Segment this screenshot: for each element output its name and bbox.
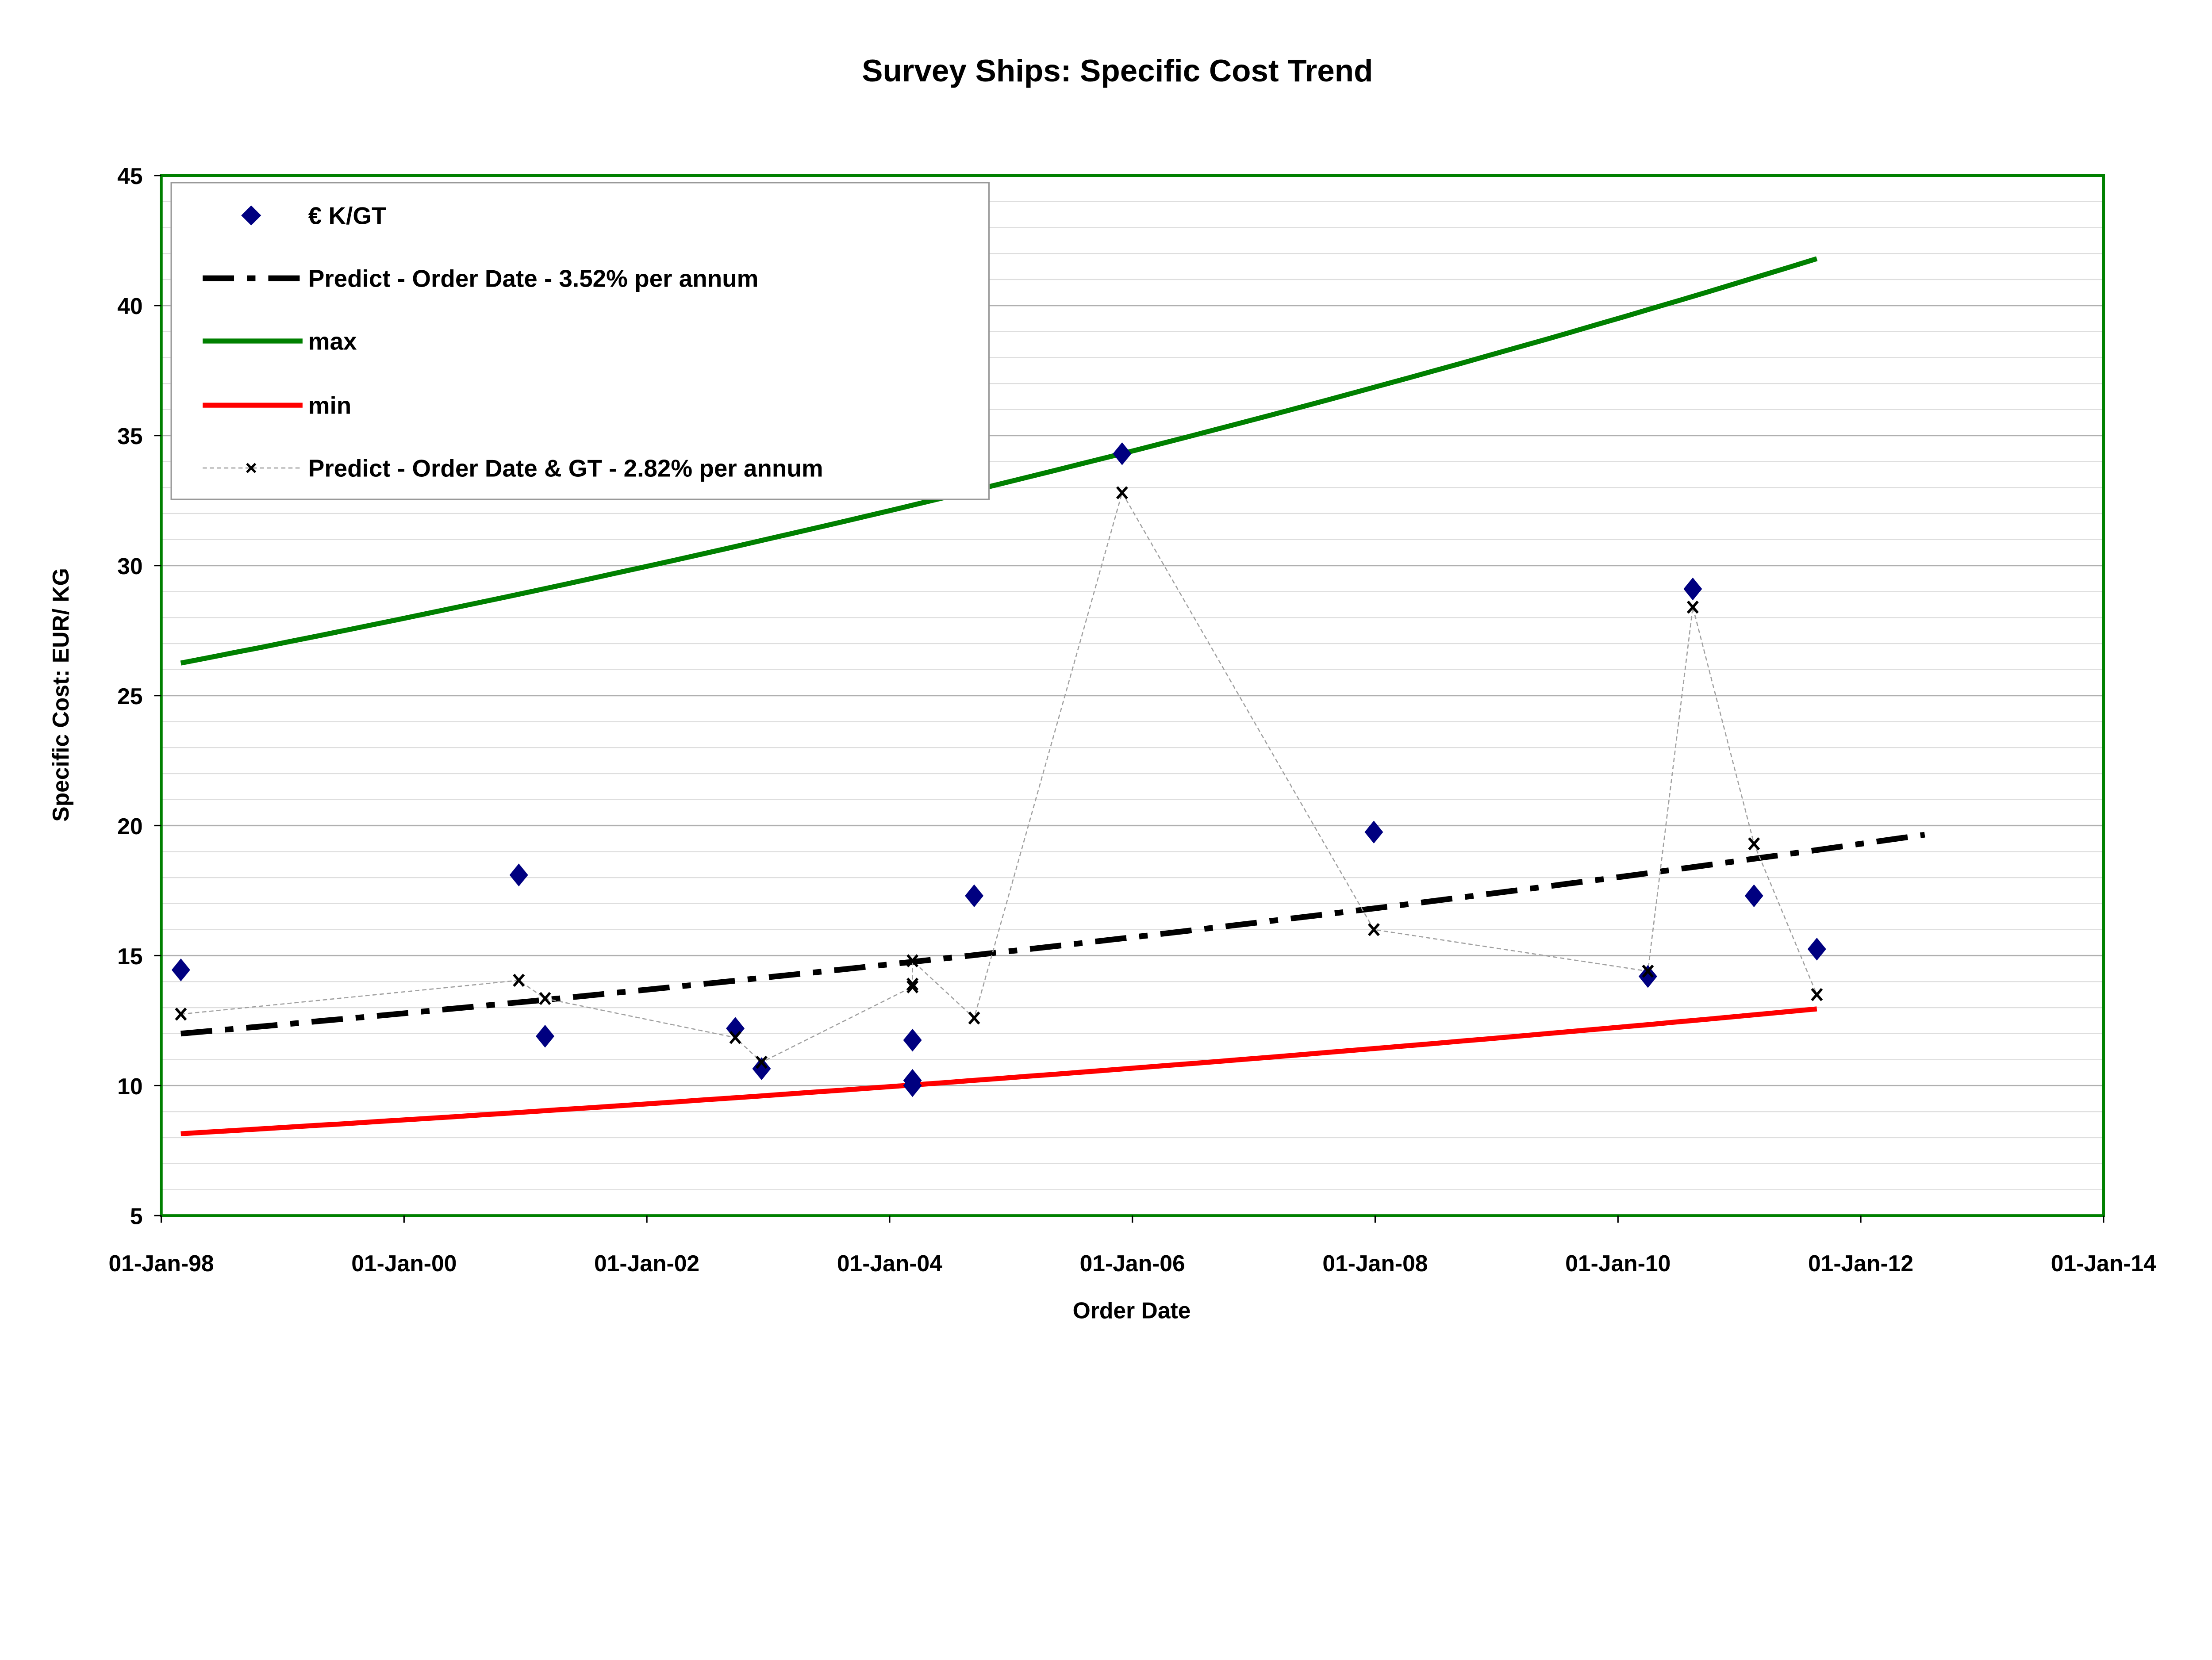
predict-gt-x-marker <box>175 1007 187 1021</box>
x-marker-stroke <box>175 1007 187 1021</box>
gridlines <box>161 201 2104 1190</box>
predict-gt-x-marker <box>968 1011 980 1025</box>
data-point-diamond <box>1683 577 1702 601</box>
data-point-diamond <box>1364 820 1383 844</box>
data-point-diamond <box>171 958 190 981</box>
predict-gt-x-marker <box>906 954 919 968</box>
x-marker-stroke <box>906 980 919 993</box>
y-tick-label: 25 <box>117 683 142 709</box>
x-marker-stroke <box>1686 600 1699 614</box>
legend: € K/GT Predict - Order Date - 3.52% per … <box>170 182 990 500</box>
x-marker-stroke <box>1748 837 1760 851</box>
predict-gt-x-marker <box>1642 964 1654 978</box>
x-marker-stroke <box>1367 923 1380 936</box>
y-tick-label: 5 <box>130 1204 143 1229</box>
legend-label-predict-order-date: Predict - Order Date - 3.52% per annum <box>308 265 759 292</box>
x-tick-label: 01-Jan-08 <box>1322 1250 1428 1276</box>
legend-label-min: min <box>308 391 351 419</box>
x-tick-label: 01-Jan-00 <box>351 1250 457 1276</box>
x-marker-stroke <box>1642 964 1654 978</box>
x-marker-stroke <box>1116 486 1128 499</box>
predict-gt-x-marker <box>1811 988 1823 1001</box>
predict-order-date-gt-line <box>180 491 1817 1063</box>
y-axis-label: Specific Cost: EUR/ KG <box>48 568 73 822</box>
x-marker-stroke <box>906 954 919 968</box>
predict-gt-x-marker <box>1367 923 1380 936</box>
predict-gt-x-marker <box>729 1031 741 1044</box>
x-marker-stroke <box>729 1031 741 1044</box>
legend-label-predict-order-date-gt: Predict - Order Date & GT - 2.82% per an… <box>308 454 823 482</box>
y-tick-label: 10 <box>117 1073 142 1099</box>
predict-gt-x-marker <box>1116 486 1128 499</box>
x-tick-label: 01-Jan-06 <box>1080 1250 1185 1276</box>
predict-gt-x-marker <box>513 974 525 987</box>
legend-label-kgt: € K/GT <box>308 202 387 229</box>
predict-gt-x-marker <box>906 980 919 993</box>
legend-label-max: max <box>308 327 357 355</box>
x-tick-label: 01-Jan-98 <box>108 1250 214 1276</box>
y-tick-label: 20 <box>117 813 142 839</box>
x-marker-stroke <box>906 978 919 991</box>
x-marker-stroke <box>1811 988 1823 1001</box>
chart: Survey Ships: Specific Cost Trend 5 10 15 2… <box>47 53 2157 1323</box>
chart-title: Survey Ships: Specific Cost Trend <box>862 54 1373 88</box>
data-point-diamond <box>1113 442 1132 465</box>
x-marker-stroke <box>539 992 551 1005</box>
x-axis-label: Order Date <box>1073 1298 1191 1323</box>
data-point-diamond <box>965 884 984 908</box>
y-tick-label: 40 <box>117 293 142 319</box>
x-marker-stroke <box>246 463 257 473</box>
x-marker-stroke <box>513 974 525 987</box>
data-point-diamond <box>536 1024 555 1048</box>
x-tick-label: 01-Jan-14 <box>2051 1250 2156 1276</box>
y-tick-label: 35 <box>117 423 142 449</box>
series-layer <box>171 256 1925 1136</box>
predict-gt-x-marker <box>539 992 551 1005</box>
x-tick-label: 01-Jan-04 <box>837 1250 942 1276</box>
x-tick-label: 01-Jan-12 <box>1808 1250 1913 1276</box>
x-marker-stroke <box>968 1011 980 1025</box>
min-curve <box>180 1006 1817 1136</box>
y-tick-label: 15 <box>117 943 142 969</box>
y-axis: 5 10 15 20 25 30 35 40 45 <box>117 163 161 1229</box>
data-point-diamond <box>1807 937 1826 961</box>
max-curve <box>180 256 1818 666</box>
predict-gt-x-marker <box>755 1055 768 1069</box>
x-tick-label: 01-Jan-02 <box>594 1250 699 1276</box>
x-marker-stroke <box>755 1055 768 1069</box>
legend-box <box>170 182 990 500</box>
x-tick-label: 01-Jan-10 <box>1565 1250 1671 1276</box>
y-tick-label: 30 <box>117 553 142 579</box>
y-tick-label: 45 <box>117 163 142 189</box>
data-point-diamond <box>1744 884 1763 908</box>
predict-gt-x-marker <box>906 978 919 991</box>
x-axis: 01-Jan-98 01-Jan-00 01-Jan-02 01-Jan-04 01-J… <box>108 1215 2156 1276</box>
predict-gt-x-marker <box>1748 837 1760 851</box>
predict-gt-x-marker <box>1686 600 1699 614</box>
predict-order-date-line <box>180 832 1925 1037</box>
data-point-diamond <box>509 863 528 887</box>
legend-x-marker-icon <box>246 463 257 473</box>
